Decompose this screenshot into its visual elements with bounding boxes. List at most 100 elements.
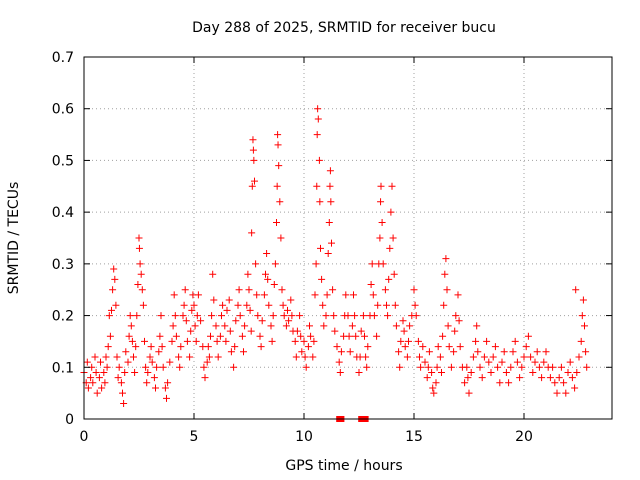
data-points [80, 105, 591, 422]
data-point [274, 131, 282, 139]
data-point [387, 208, 395, 216]
data-point [498, 358, 506, 366]
data-point [188, 306, 196, 314]
data-point [279, 301, 287, 309]
data-point [410, 286, 418, 294]
data-point [234, 301, 242, 309]
data-point [438, 368, 445, 376]
data-point [323, 291, 331, 299]
data-point [292, 353, 300, 361]
data-point [212, 322, 220, 330]
data-point [235, 286, 243, 294]
data-point [564, 368, 572, 376]
data-point [254, 312, 262, 320]
data-point [156, 332, 164, 340]
data-point [203, 358, 211, 366]
data-point [210, 296, 218, 304]
data-point [476, 363, 484, 371]
data-point [200, 363, 208, 371]
data-point [350, 291, 357, 299]
data-point [227, 348, 235, 356]
data-point [401, 343, 409, 351]
data-point [190, 301, 198, 309]
data-point [529, 368, 537, 376]
data-point [377, 182, 385, 190]
axis-ticks: 0 5 10 15 20 0 0.1 0.2 0.3 0.4 0.5 0.6 0.7 [52, 50, 612, 445]
y-tick-label: 0.1 [52, 360, 74, 376]
data-point [248, 182, 256, 190]
data-point [494, 363, 502, 371]
data-point [419, 343, 427, 351]
data-point [223, 306, 231, 314]
data-point [208, 312, 216, 320]
data-point [125, 332, 133, 340]
data-point [108, 306, 115, 314]
data-point [352, 332, 360, 340]
data-point [533, 348, 541, 356]
data-point [451, 327, 459, 335]
data-point [276, 198, 284, 206]
data-point [139, 301, 147, 309]
data-point [368, 260, 376, 268]
data-point [386, 244, 394, 252]
data-point [92, 368, 100, 376]
data-point [392, 322, 400, 330]
data-point [297, 332, 305, 340]
data-point [469, 353, 477, 361]
data-point [194, 291, 202, 299]
data-point [472, 337, 480, 345]
data-point [169, 322, 177, 330]
data-point [513, 358, 521, 366]
data-point [455, 317, 463, 325]
data-point [549, 363, 557, 371]
data-point [231, 343, 239, 351]
data-point [383, 301, 390, 309]
data-point [105, 312, 113, 320]
data-point [309, 353, 317, 361]
data-point [247, 327, 255, 335]
data-point [553, 389, 561, 397]
data-point [524, 332, 532, 340]
data-point [313, 182, 321, 190]
data-point [467, 368, 475, 376]
data-point [97, 358, 104, 366]
data-point [100, 368, 108, 376]
data-point [405, 337, 412, 345]
data-point [148, 358, 156, 366]
data-point [474, 348, 482, 356]
x-tick-label: 10 [295, 429, 313, 445]
data-point [328, 239, 335, 247]
data-point [177, 343, 185, 351]
data-point [109, 286, 117, 294]
data-point [326, 167, 334, 175]
data-point [395, 348, 403, 356]
data-point [150, 374, 158, 382]
data-point [91, 353, 99, 361]
data-point [314, 105, 322, 113]
data-point [111, 275, 119, 283]
data-point [384, 312, 392, 320]
data-point [560, 379, 568, 387]
data-point [428, 368, 436, 376]
data-point [411, 301, 419, 309]
data-point [581, 322, 588, 330]
data-point [417, 363, 425, 371]
data-point [440, 301, 448, 309]
data-point [258, 317, 266, 325]
data-point [161, 384, 169, 392]
data-point [249, 146, 257, 154]
data-point [110, 265, 118, 273]
data-point [452, 312, 460, 320]
plot-frame [83, 56, 613, 420]
data-point [168, 337, 176, 345]
data-point [251, 177, 258, 185]
data-point [313, 131, 321, 139]
data-point [136, 260, 144, 268]
data-point [304, 343, 312, 351]
data-point [265, 301, 273, 309]
data-point [122, 348, 130, 356]
x-tick-label: 5 [190, 429, 199, 445]
data-point [277, 234, 285, 242]
data-point [485, 358, 493, 366]
data-point [335, 358, 343, 366]
